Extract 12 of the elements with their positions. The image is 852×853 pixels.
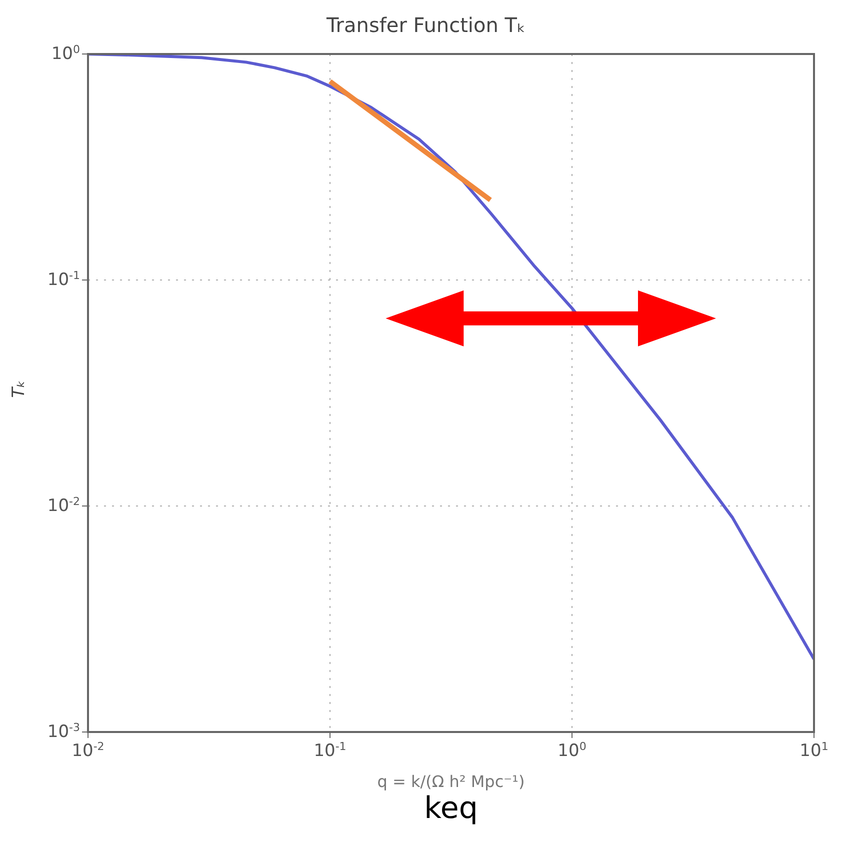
chart-title: Transfer Function Tₖ xyxy=(326,12,526,39)
text: keq xyxy=(423,791,479,826)
y-tick-label: 10$^{-2}$ xyxy=(47,494,80,516)
x-tick-label: 10$^{0}$ xyxy=(558,740,586,761)
x-tick-label: 10$^{-1}$ xyxy=(314,740,346,761)
x-axis-title: q = k/(Ω h² Mpc⁻¹) xyxy=(376,772,526,791)
y-axis-title: Tₖ xyxy=(8,380,29,398)
y-tick-label: 10$^{-3}$ xyxy=(47,720,80,742)
x-tick-label: 10$^{1}$ xyxy=(800,740,828,761)
y-tick-label: 10$^{-1}$ xyxy=(47,268,80,290)
x-tick-label: 10$^{-2}$ xyxy=(72,740,104,761)
y-tick-label: 10$^{0}$ xyxy=(51,42,80,64)
